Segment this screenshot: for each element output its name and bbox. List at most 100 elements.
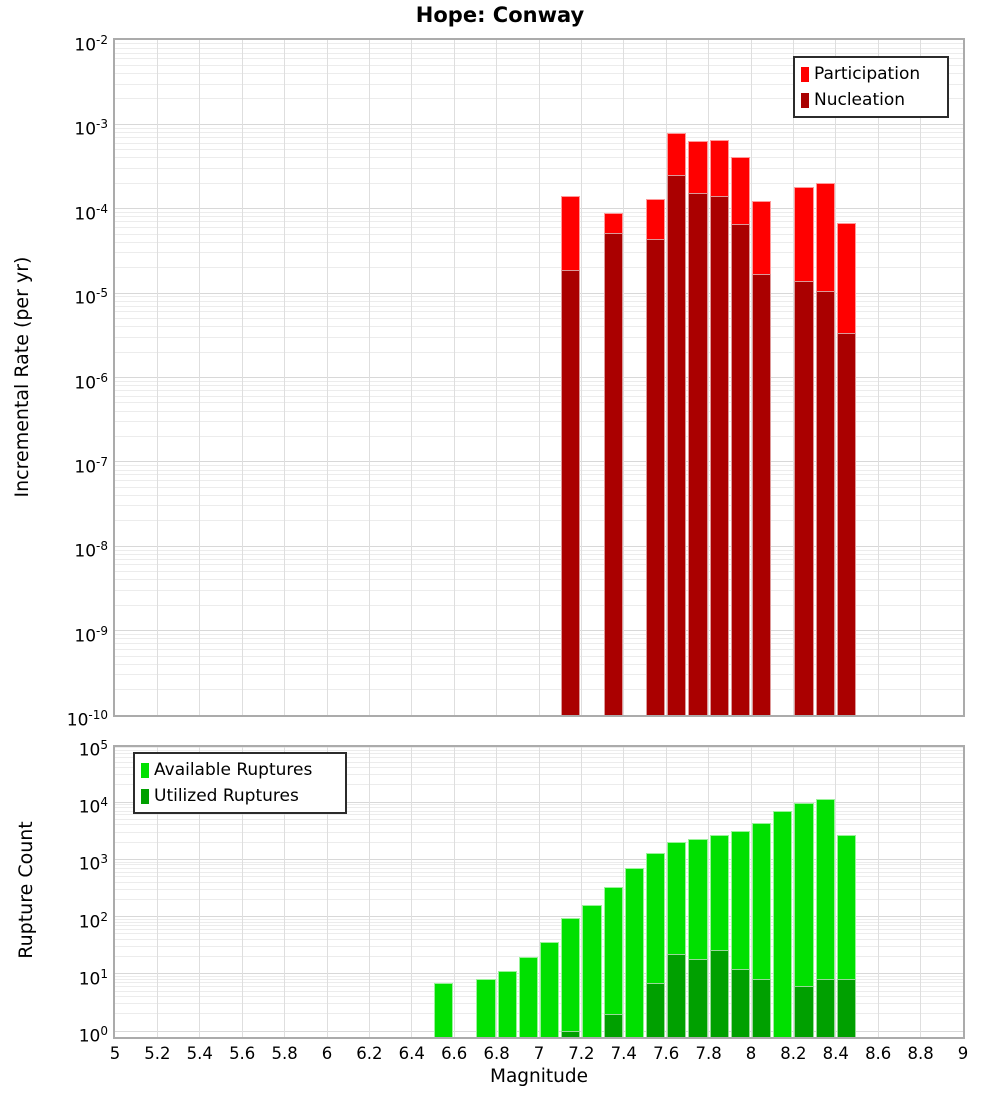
legend-label-utilized: Utilized Ruptures <box>154 786 299 806</box>
vertical-gridline <box>284 40 286 715</box>
nucleation-bar <box>667 175 687 715</box>
vertical-gridline <box>368 747 370 1037</box>
vertical-gridline <box>496 40 498 715</box>
available-ruptures-bar <box>603 886 623 1037</box>
utilized-ruptures-bar <box>603 1013 623 1037</box>
x-tick-label: 7.8 <box>695 1044 722 1063</box>
nucleation-bar <box>688 192 708 715</box>
rate-legend: Participation Nucleation <box>793 56 949 118</box>
utilized-ruptures-bar <box>836 979 857 1037</box>
participation-swatch-icon <box>801 66 809 82</box>
vertical-gridline <box>708 40 710 715</box>
x-tick-label: 7.4 <box>610 1044 637 1063</box>
available-ruptures-bar <box>773 811 793 1037</box>
legend-item-available: Available Ruptures <box>141 757 337 783</box>
available-ruptures-bar <box>497 971 517 1037</box>
available-ruptures-swatch-icon <box>141 762 149 778</box>
vertical-gridline <box>580 40 582 715</box>
chart-title: Hope: Conway <box>415 3 585 27</box>
vertical-gridline <box>538 40 540 715</box>
y-tick-label: 100 <box>78 1024 108 1047</box>
x-tick-label: 5.6 <box>229 1044 256 1063</box>
utilized-ruptures-bar <box>688 959 708 1037</box>
vertical-gridline <box>241 747 243 1037</box>
y-tick-label: 101 <box>78 966 108 990</box>
vertical-gridline <box>920 747 922 1037</box>
vertical-gridline <box>156 40 158 715</box>
nucleation-bar <box>815 291 835 715</box>
x-tick-label: 9 <box>957 1044 969 1063</box>
vertical-gridline <box>877 40 879 715</box>
y-tick-label: 10-3 <box>74 117 108 141</box>
x-tick-label: 8.6 <box>865 1044 892 1063</box>
x-tick-label: 8 <box>745 1044 757 1063</box>
vertical-gridline <box>877 747 879 1037</box>
y-tick-label: 104 <box>78 795 108 818</box>
nucleation-bar <box>561 269 581 715</box>
vertical-gridline <box>792 747 794 1037</box>
vertical-gridline <box>750 40 752 715</box>
legend-item-nucleation: Nucleation <box>801 87 939 113</box>
x-tick-label: 6 <box>321 1044 333 1063</box>
x-tick-label: 6.6 <box>441 1044 468 1063</box>
vertical-gridline <box>538 747 540 1037</box>
legend-item-utilized: Utilized Ruptures <box>141 783 337 809</box>
x-tick-label: 6.4 <box>398 1044 425 1063</box>
available-ruptures-bar <box>540 941 560 1037</box>
vertical-gridline <box>580 747 582 1037</box>
vertical-gridline <box>326 747 328 1037</box>
vertical-gridline <box>199 40 201 715</box>
utilized-ruptures-bar <box>794 986 814 1037</box>
nucleation-bar <box>794 280 814 715</box>
rupture-count-plot <box>113 745 965 1039</box>
x-tick-label: 5.8 <box>271 1044 298 1063</box>
x-tick-label: 5.4 <box>186 1044 213 1063</box>
utilized-ruptures-bar <box>752 979 772 1037</box>
y-tick-label: 10-6 <box>74 370 108 394</box>
vertical-gridline <box>411 747 413 1037</box>
legend-label-available: Available Ruptures <box>154 760 313 780</box>
nucleation-bar <box>730 223 751 715</box>
incremental-rate-plot <box>113 38 965 717</box>
vertical-gridline <box>708 747 710 1037</box>
vertical-gridline <box>835 747 837 1037</box>
utilized-ruptures-bar <box>667 954 687 1037</box>
nucleation-bar <box>709 196 729 715</box>
bottom-y-axis-label: Rupture Count <box>15 821 37 959</box>
vertical-gridline <box>156 747 158 1037</box>
vertical-gridline <box>623 747 625 1037</box>
rupture-legend: Available Ruptures Utilized Ruptures <box>133 752 347 814</box>
x-tick-label: 7 <box>533 1044 545 1063</box>
y-tick-label: 102 <box>78 909 108 933</box>
available-ruptures-bar <box>794 802 814 1037</box>
utilized-ruptures-bar <box>815 979 835 1037</box>
y-tick-label: 10-9 <box>74 623 108 647</box>
x-tick-label: 7.2 <box>568 1044 595 1063</box>
x-tick-label: 5.2 <box>144 1044 171 1063</box>
vertical-gridline <box>750 747 752 1037</box>
vertical-gridline <box>411 40 413 715</box>
available-ruptures-bar <box>434 982 454 1037</box>
utilized-ruptures-bar <box>709 950 729 1037</box>
vertical-gridline <box>284 747 286 1037</box>
nucleation-bar <box>646 238 666 715</box>
utilized-ruptures-bar <box>561 1031 581 1037</box>
x-axis-label: Magnitude <box>489 1066 588 1087</box>
vertical-gridline <box>199 747 201 1037</box>
vertical-gridline <box>453 747 455 1037</box>
x-tick-label: 8.8 <box>907 1044 934 1063</box>
vertical-gridline <box>920 40 922 715</box>
y-tick-label: 103 <box>78 852 108 876</box>
nucleation-swatch-icon <box>801 92 809 108</box>
available-ruptures-bar <box>476 979 496 1037</box>
nucleation-bar <box>836 332 857 715</box>
utilized-ruptures-bar <box>646 982 666 1037</box>
vertical-gridline <box>241 40 243 715</box>
vertical-gridline <box>453 40 455 715</box>
vertical-gridline <box>835 40 837 715</box>
legend-item-participation: Participation <box>801 61 939 87</box>
x-tick-label: 8.2 <box>780 1044 807 1063</box>
x-tick-label: 5 <box>109 1044 121 1063</box>
y-tick-label: 105 <box>78 738 108 761</box>
